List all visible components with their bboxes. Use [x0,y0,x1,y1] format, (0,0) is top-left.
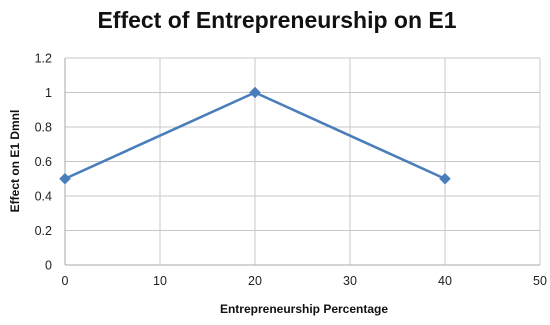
y-axis-label: Effect on E1 Dmnl [8,110,22,213]
data-point-marker [249,86,261,99]
x-tick-label: 40 [438,274,452,288]
y-tick-label: 1 [45,86,52,100]
axes [64,58,540,266]
x-tick-label: 0 [62,274,69,288]
data-point-marker [439,172,451,185]
y-tick-label: 0.8 [35,121,52,135]
x-tick-label: 10 [153,274,167,288]
x-tick-label: 30 [343,274,357,288]
y-tick-label: 0.2 [35,224,52,238]
chart-title: Effect of Entrepreneurship on E1 [97,7,456,33]
data-point-marker [59,172,71,185]
x-axis-label: Entrepreneurship Percentage [220,302,388,316]
x-axis-ticks: 0 10 20 30 40 50 [62,274,547,288]
x-tick-label: 20 [248,274,262,288]
x-tick-label: 50 [533,274,547,288]
y-axis-ticks: 0 0.2 0.4 0.6 0.8 1 1.2 [35,52,52,273]
y-tick-label: 0.4 [35,190,52,204]
y-tick-label: 1.2 [35,52,52,66]
gridlines [65,57,541,265]
series-layer [59,86,451,185]
y-tick-label: 0 [45,259,52,273]
y-tick-label: 0.6 [35,155,52,169]
